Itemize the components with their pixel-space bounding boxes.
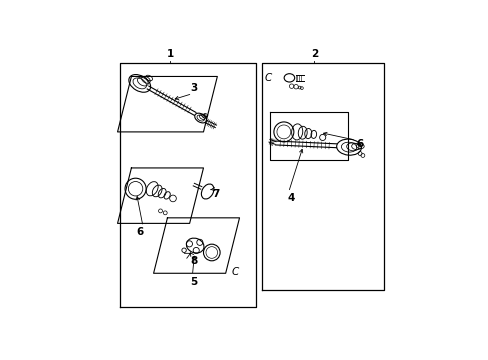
Text: 8: 8 (190, 256, 197, 266)
Text: 5: 5 (190, 276, 197, 287)
Text: 7: 7 (212, 189, 219, 199)
Text: C: C (264, 73, 272, 83)
Text: 6: 6 (136, 227, 143, 237)
Text: 2: 2 (310, 49, 317, 59)
Text: 1: 1 (166, 49, 174, 59)
Text: 3: 3 (190, 82, 197, 93)
Text: C: C (231, 267, 239, 277)
Text: 4: 4 (286, 193, 294, 203)
Text: 6: 6 (356, 139, 363, 149)
